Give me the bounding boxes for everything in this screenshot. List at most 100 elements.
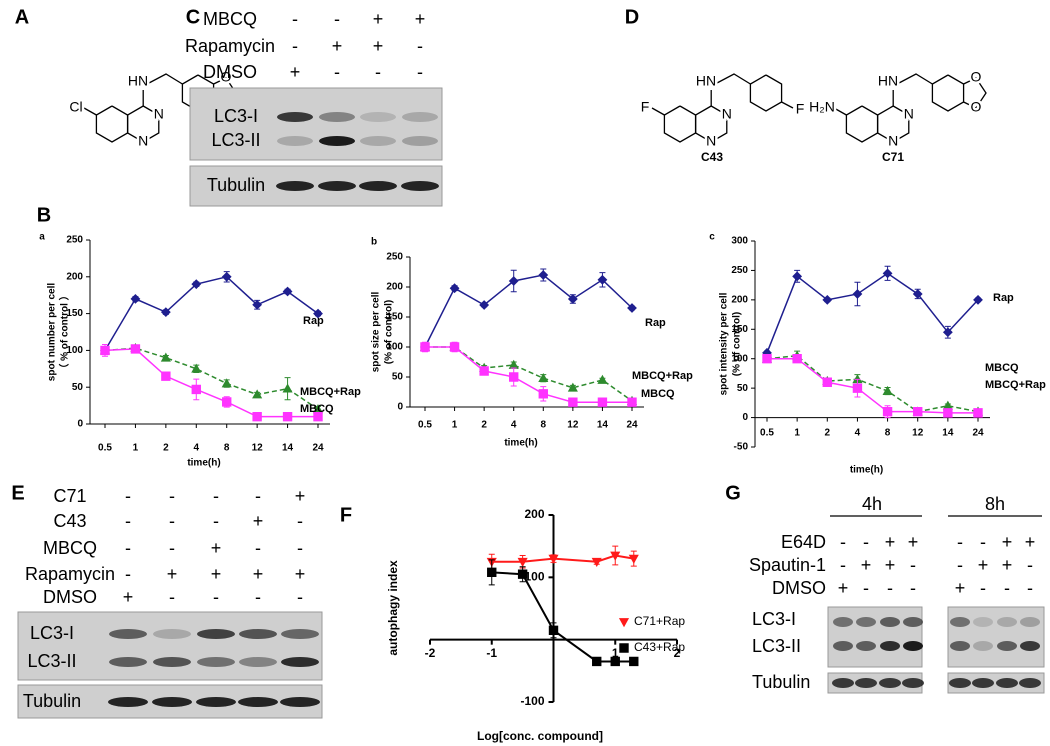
bond [663, 105, 697, 143]
panel-letter: E [11, 482, 24, 504]
treatment-sign: - [910, 578, 916, 598]
blot-band [903, 641, 923, 651]
treatment-sign: + [253, 511, 264, 531]
treatment-sign: - [334, 62, 340, 82]
treatment-sign: - [125, 538, 131, 558]
blot-band [1019, 678, 1041, 688]
blot-band [196, 697, 236, 707]
treatment-label: E64D [781, 532, 826, 552]
series-label: Rap [303, 315, 324, 327]
data-point [822, 377, 832, 387]
y-tick-label: 200 [386, 282, 403, 293]
blot-band [277, 112, 313, 122]
x-tick-label: 2 [163, 443, 169, 454]
treatment-sign: - [213, 587, 219, 607]
data-point [252, 411, 262, 422]
treatment-sign: - [125, 564, 131, 584]
blot-band [833, 617, 853, 627]
data-point [282, 383, 293, 393]
x-tick-label: 14 [282, 443, 294, 454]
band-label: LC3-I [30, 623, 74, 643]
atom-label: O [971, 99, 982, 115]
blot-band [360, 112, 396, 122]
atom-label: Cl [69, 99, 82, 115]
data-point [792, 271, 803, 282]
data-point [567, 294, 578, 304]
data-point [191, 363, 202, 373]
treatment-sign: + [885, 532, 896, 552]
y-axis-label: spot intensity per cell [719, 292, 730, 395]
treatment-sign: + [295, 564, 306, 584]
data-point [943, 408, 953, 418]
data-point [130, 293, 141, 304]
data-point [597, 397, 608, 407]
data-point [313, 308, 323, 319]
atom-label: HN [696, 73, 716, 89]
blot-band [880, 617, 900, 627]
data-point [509, 372, 519, 382]
blot-band [950, 641, 970, 651]
blot-band [856, 617, 876, 627]
treatment-sign: + [295, 486, 306, 506]
blot-band [950, 617, 970, 627]
band-label: LC3-II [752, 636, 801, 656]
blot-band [318, 181, 356, 191]
treatment-sign: - [417, 62, 423, 82]
blot-band [402, 112, 438, 122]
data-point [420, 342, 430, 352]
data-point [591, 557, 602, 567]
series-label: Rap [993, 292, 1014, 304]
data-point [973, 408, 983, 418]
blot-band [238, 697, 278, 707]
data-point [597, 374, 608, 384]
blot-band [109, 657, 147, 667]
x-tick-label: 2 [825, 428, 831, 439]
treatment-sign: + [1002, 555, 1013, 575]
legend-marker [618, 618, 630, 628]
data-point [252, 299, 263, 310]
blot-band [319, 112, 355, 122]
blot-band [856, 641, 876, 651]
treatment-sign: - [1004, 578, 1010, 598]
treatment-sign: - [169, 587, 175, 607]
data-point [313, 411, 323, 422]
y-tick-label: 0 [397, 402, 403, 413]
bond [845, 105, 879, 143]
treatment-sign: + [838, 578, 849, 598]
atom-label: N [706, 133, 716, 149]
blot-band [281, 629, 319, 639]
data-point [191, 384, 201, 395]
bond [716, 73, 751, 85]
x-tick-label: 0.5 [760, 428, 774, 439]
data-point [449, 283, 460, 294]
treatment-label: Rapamycin [25, 564, 115, 584]
atom-label: N [888, 133, 898, 149]
y-tick-label: 50 [737, 383, 749, 394]
data-point [517, 557, 528, 567]
blot-band [832, 678, 854, 688]
data-point [592, 656, 602, 667]
timepoint: 4h [862, 494, 882, 514]
blot-membrane [947, 606, 1045, 668]
y-axis-label: (% of control) [384, 300, 395, 364]
blot-band [879, 678, 901, 688]
data-point [942, 327, 953, 338]
data-point [597, 274, 608, 285]
treatment-sign: + [1002, 532, 1013, 552]
y-tick-label: 200 [66, 271, 83, 282]
treatment-sign: + [978, 555, 989, 575]
blot-band [109, 629, 147, 639]
blot-band [996, 678, 1018, 688]
series-line [766, 354, 979, 413]
x-axis-label: time(h) [187, 458, 220, 469]
blot-band [108, 697, 148, 707]
treatment-sign: - [334, 9, 340, 29]
series-line [424, 274, 633, 348]
treatment-sign: + [1025, 532, 1036, 552]
treatment-sign: - [125, 511, 131, 531]
x-tick-label: 4 [855, 428, 861, 439]
treatment-sign: - [957, 555, 963, 575]
bond [148, 73, 183, 85]
data-point [882, 268, 893, 279]
data-point [282, 411, 293, 422]
